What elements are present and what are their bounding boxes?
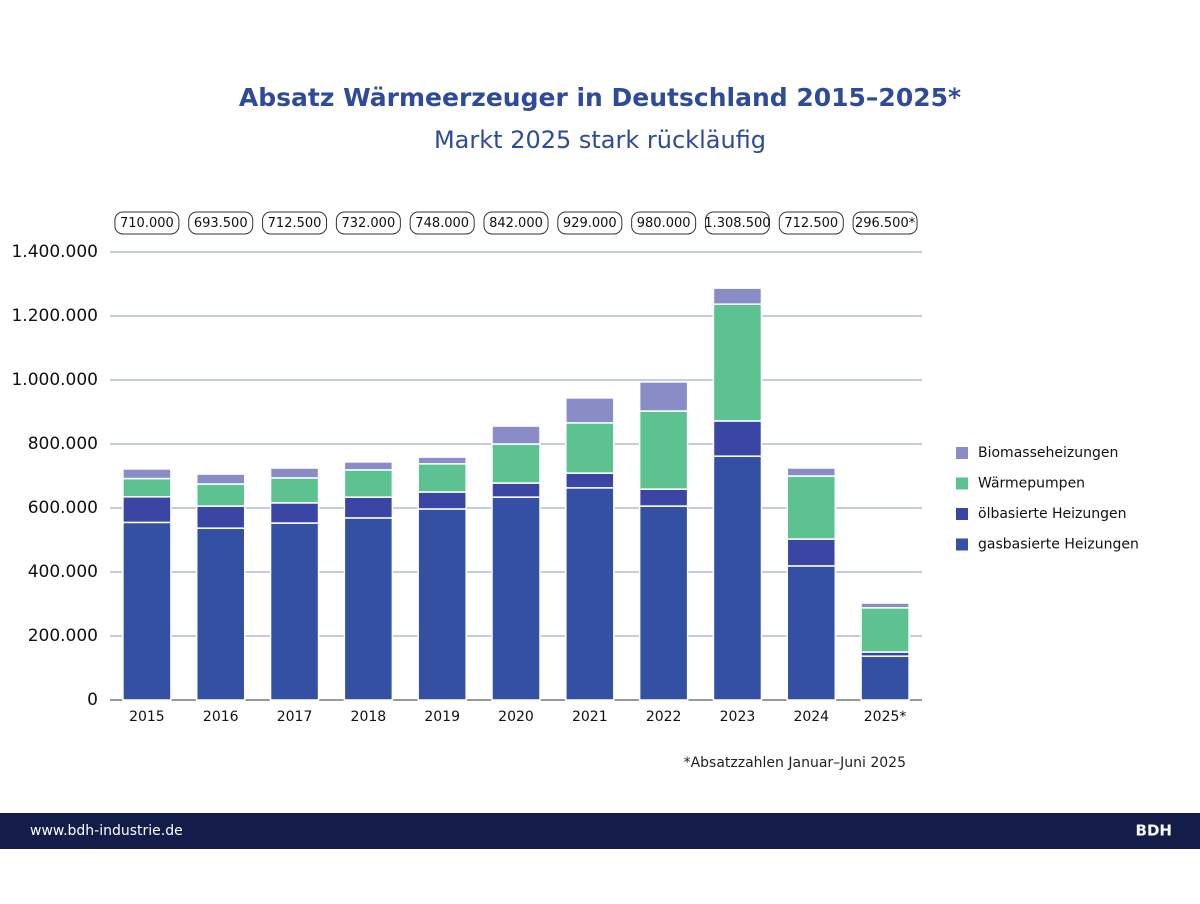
bar-segment	[712, 303, 763, 422]
bar-segment	[860, 602, 910, 609]
y-tick-label: 1.000.000	[11, 370, 98, 390]
total-label: 296.500*	[855, 216, 916, 231]
y-tick-label: 400.000	[28, 562, 98, 582]
bar-segment	[786, 538, 837, 567]
x-tick-label: 2022	[646, 709, 682, 725]
bar-segment	[195, 483, 246, 507]
total-box	[409, 211, 475, 235]
bar-segment	[269, 502, 320, 524]
legend-label: ölbasierte Heizungen	[978, 506, 1127, 522]
total-box	[114, 211, 180, 235]
total-label: 980.000	[637, 216, 691, 231]
y-tick-label: 0	[87, 690, 98, 710]
bar-segment	[417, 456, 467, 465]
bar-segment	[417, 491, 467, 510]
chart-subtitle: Markt 2025 stark rückläufig	[434, 126, 766, 154]
bar-segment	[122, 468, 172, 480]
x-tick-label: 2020	[498, 709, 534, 725]
bar-segment	[638, 488, 689, 507]
footer-logo: BDH	[1136, 822, 1172, 840]
bar-segment	[712, 287, 763, 305]
bar-segment	[491, 496, 541, 701]
bar-segment	[269, 477, 320, 504]
bar-segment	[195, 527, 246, 701]
legend-swatch	[956, 447, 968, 459]
y-tick-label: 600.000	[28, 498, 98, 518]
bar-segment	[343, 469, 394, 498]
bar-segment	[712, 455, 763, 701]
y-tick-label: 200.000	[28, 626, 98, 646]
x-tick-label: 2015	[129, 709, 165, 725]
bar-segment	[195, 473, 246, 485]
bar-segment	[417, 508, 467, 701]
legend-label: Wärmepumpen	[978, 476, 1085, 492]
bar-segment	[122, 496, 172, 524]
bar-segment	[122, 521, 172, 701]
total-label: 842.000	[489, 216, 543, 231]
bar-segment	[565, 422, 615, 474]
bar-segment	[343, 461, 394, 471]
bar-segment	[565, 487, 615, 701]
total-label: 1.308.500	[704, 216, 770, 231]
total-label: 732.000	[341, 216, 395, 231]
bar-segment	[786, 565, 837, 701]
total-label: 929.000	[563, 216, 617, 231]
bar-segment	[638, 410, 689, 490]
total-box	[262, 211, 328, 235]
x-tick-label: 2018	[351, 709, 387, 725]
bar-segment	[195, 505, 246, 529]
y-tick-label: 800.000	[28, 434, 98, 454]
x-tick-label: 2019	[424, 709, 460, 725]
y-tick-label: 1.200.000	[11, 306, 98, 326]
x-tick-label: 2021	[572, 709, 608, 725]
bar-segment	[343, 517, 394, 701]
x-tick-label: 2023	[720, 709, 756, 725]
total-box	[188, 211, 254, 235]
footnote: *Absatzzahlen Januar–Juni 2025	[684, 755, 906, 771]
total-label: 712.500	[784, 216, 838, 231]
bar-segment	[491, 443, 541, 484]
x-tick-label: 2016	[203, 709, 239, 725]
legend-label: gasbasierte Heizungen	[978, 537, 1139, 553]
bar-segment	[122, 477, 172, 498]
bar-segment	[860, 655, 910, 701]
total-box	[778, 211, 844, 235]
bar-segment	[860, 607, 910, 653]
bar-segment	[491, 482, 541, 498]
bar-segment	[638, 505, 689, 701]
bar-segment	[491, 425, 541, 445]
total-label: 748.000	[415, 216, 469, 231]
chart-title: Absatz Wärmeerzeuger in Deutschland 2015…	[239, 83, 961, 112]
footer-url: www.bdh-industrie.de	[30, 823, 183, 839]
total-box	[557, 211, 623, 235]
legend-swatch	[956, 538, 968, 551]
bar-segment	[638, 381, 689, 412]
bar-segment	[712, 420, 763, 457]
y-tick-label: 1.400.000	[11, 242, 98, 262]
legend-swatch	[956, 508, 968, 520]
total-label: 712.500	[268, 216, 322, 231]
legend-swatch	[956, 477, 968, 490]
x-tick-label: 2017	[277, 709, 313, 725]
bar-segment	[565, 472, 615, 489]
total-box	[704, 211, 770, 235]
x-tick-label: 2025*	[864, 709, 907, 725]
bar-segment	[269, 522, 320, 701]
total-box	[483, 211, 549, 235]
bar-segment	[786, 475, 837, 540]
total-label: 693.500	[194, 216, 248, 231]
x-tick-label: 2024	[793, 709, 829, 725]
total-box	[852, 211, 918, 235]
bar-segment	[269, 467, 320, 479]
total-box	[631, 211, 697, 235]
legend-label: Biomasseheizungen	[978, 445, 1118, 461]
bar-segment	[565, 397, 615, 424]
total-box	[335, 211, 401, 235]
bar-segment	[343, 496, 394, 519]
bar-segment	[417, 463, 467, 493]
footer-band	[0, 813, 1200, 849]
bar-segment	[786, 467, 837, 477]
total-label: 710.000	[120, 216, 174, 231]
